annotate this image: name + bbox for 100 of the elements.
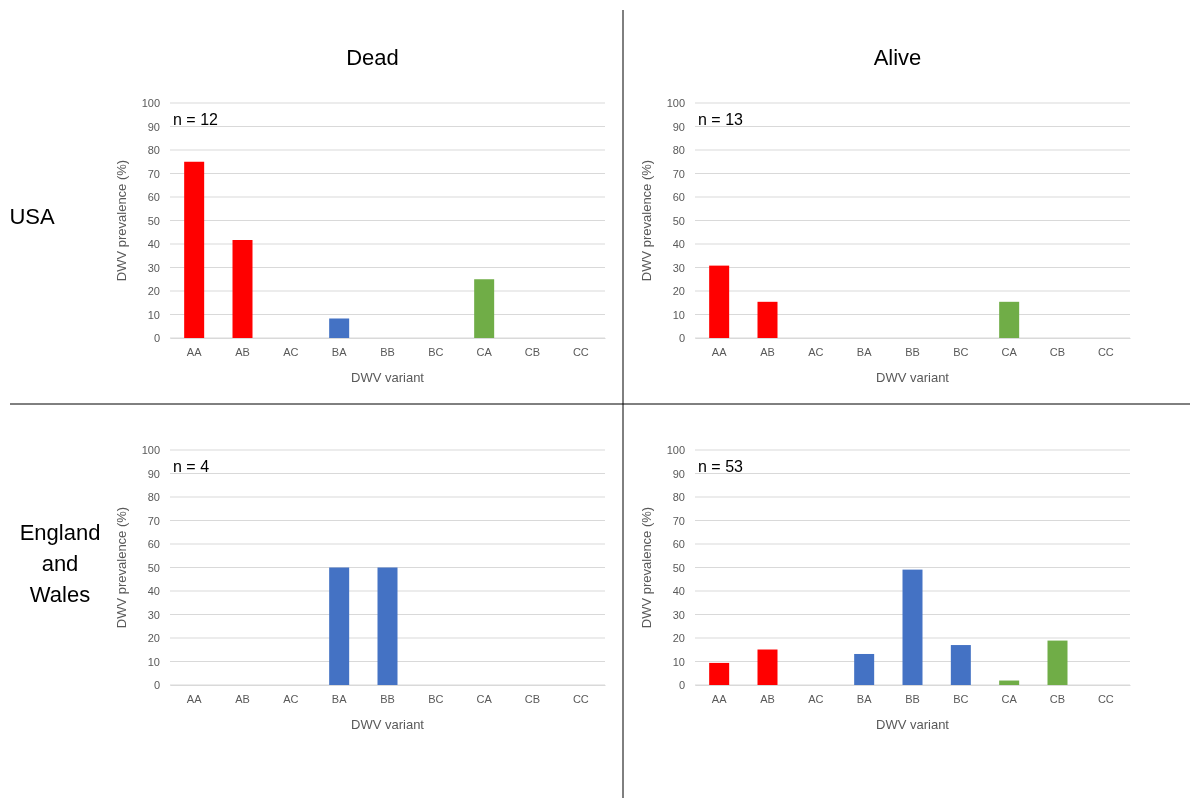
x-tick-label: AA bbox=[711, 345, 728, 358]
x-tick-label: CA bbox=[476, 692, 493, 705]
bar bbox=[709, 662, 730, 685]
x-axis-title: DWV variant bbox=[876, 717, 950, 732]
bar bbox=[232, 240, 253, 338]
text: USA bbox=[9, 203, 55, 229]
y-tick-label: 30 bbox=[672, 261, 685, 274]
x-tick-label: CB bbox=[1049, 692, 1066, 705]
x-tick-label: CA bbox=[476, 345, 493, 358]
x-tick-label: BC bbox=[428, 345, 444, 358]
x-tick-label: CB bbox=[1049, 345, 1066, 358]
y-tick-label: 100 bbox=[141, 444, 160, 457]
bar bbox=[757, 649, 778, 685]
y-tick-label: 100 bbox=[666, 444, 685, 457]
y-tick-label: 20 bbox=[147, 285, 160, 298]
annotation: n = 12 bbox=[173, 111, 219, 128]
y-tick-label: 30 bbox=[672, 608, 685, 621]
chart-title: Dead bbox=[346, 45, 399, 70]
text: England and Wales bbox=[19, 519, 101, 607]
y-tick-label: 50 bbox=[147, 214, 160, 227]
y-tick-label: 0 bbox=[678, 679, 685, 692]
y-tick-label: 40 bbox=[147, 238, 160, 251]
x-tick-label: BB bbox=[380, 345, 395, 358]
bar bbox=[474, 279, 495, 338]
chart-title: Alive bbox=[873, 45, 922, 70]
bar bbox=[1047, 640, 1068, 685]
y-tick-label: 10 bbox=[147, 308, 160, 321]
y-tick-label: 0 bbox=[153, 332, 160, 345]
x-tick-label: AA bbox=[711, 692, 728, 705]
y-tick-label: 0 bbox=[678, 332, 685, 345]
y-tick-label: 60 bbox=[147, 538, 160, 551]
x-tick-label: AB bbox=[235, 345, 250, 358]
annotation: n = 53 bbox=[698, 458, 744, 475]
y-tick-label: 20 bbox=[672, 632, 685, 645]
x-tick-label: CA bbox=[1001, 345, 1018, 358]
x-tick-label: CA bbox=[1001, 692, 1018, 705]
y-tick-label: 50 bbox=[672, 561, 685, 574]
y-tick-label: 60 bbox=[672, 538, 685, 551]
x-tick-label: BB bbox=[905, 692, 920, 705]
x-tick-label: AB bbox=[760, 345, 775, 358]
x-tick-label: CC bbox=[1097, 692, 1114, 705]
y-tick-label: 20 bbox=[147, 632, 160, 645]
y-tick-label: 50 bbox=[672, 214, 685, 227]
y-tick-label: 70 bbox=[147, 514, 160, 527]
x-tick-label: AA bbox=[186, 345, 203, 358]
y-tick-label: 100 bbox=[141, 97, 160, 110]
y-tick-label: 20 bbox=[672, 285, 685, 298]
y-tick-label: 70 bbox=[672, 514, 685, 527]
bar bbox=[329, 318, 350, 338]
x-tick-label: AB bbox=[235, 692, 250, 705]
y-tick-label: 80 bbox=[672, 491, 685, 504]
y-tick-label: 80 bbox=[147, 491, 160, 504]
y-tick-label: 60 bbox=[147, 191, 160, 204]
annotation: n = 13 bbox=[698, 111, 744, 128]
y-tick-label: 40 bbox=[147, 585, 160, 598]
x-tick-label: AC bbox=[283, 345, 299, 358]
x-axis-title: DWV variant bbox=[876, 370, 950, 385]
y-axis-title: DWV prevalence (%) bbox=[114, 506, 129, 629]
bar bbox=[854, 653, 875, 685]
y-tick-label: 40 bbox=[672, 238, 685, 251]
x-tick-label: AA bbox=[186, 692, 203, 705]
x-tick-label: BB bbox=[905, 345, 920, 358]
x-tick-label: CC bbox=[1097, 345, 1114, 358]
y-tick-label: 80 bbox=[672, 144, 685, 157]
y-tick-label: 40 bbox=[672, 585, 685, 598]
x-tick-label: AC bbox=[808, 345, 824, 358]
x-tick-label: BA bbox=[856, 692, 873, 705]
x-tick-label: BA bbox=[331, 692, 348, 705]
y-tick-label: 100 bbox=[666, 97, 685, 110]
y-tick-label: 30 bbox=[147, 608, 160, 621]
y-tick-label: 30 bbox=[147, 261, 160, 274]
x-axis-title: DWV variant bbox=[351, 717, 425, 732]
x-tick-label: BA bbox=[856, 345, 873, 358]
y-tick-label: 60 bbox=[672, 191, 685, 204]
x-tick-label: BC bbox=[953, 345, 969, 358]
bar bbox=[902, 569, 923, 685]
y-tick-label: 10 bbox=[147, 655, 160, 668]
bar bbox=[999, 680, 1020, 685]
x-tick-label: BA bbox=[331, 345, 348, 358]
x-tick-label: BC bbox=[953, 692, 969, 705]
y-tick-label: 70 bbox=[672, 167, 685, 180]
y-tick-label: 0 bbox=[153, 679, 160, 692]
x-tick-label: CC bbox=[572, 692, 589, 705]
y-tick-label: 70 bbox=[147, 167, 160, 180]
y-tick-label: 10 bbox=[672, 655, 685, 668]
bar bbox=[950, 645, 971, 685]
x-tick-label: BB bbox=[380, 692, 395, 705]
y-axis-title: DWV prevalence (%) bbox=[114, 159, 129, 282]
y-tick-label: 90 bbox=[672, 467, 685, 480]
y-tick-label: 90 bbox=[672, 120, 685, 133]
x-axis-title: DWV variant bbox=[351, 370, 425, 385]
x-tick-label: BC bbox=[428, 692, 444, 705]
y-axis-title: DWV prevalence (%) bbox=[639, 159, 654, 282]
x-tick-label: CB bbox=[524, 345, 541, 358]
y-axis-title: DWV prevalence (%) bbox=[639, 506, 654, 629]
x-tick-label: CC bbox=[572, 345, 589, 358]
y-tick-label: 10 bbox=[672, 308, 685, 321]
x-tick-label: AC bbox=[283, 692, 299, 705]
y-tick-label: 90 bbox=[147, 467, 160, 480]
y-tick-label: 80 bbox=[147, 144, 160, 157]
